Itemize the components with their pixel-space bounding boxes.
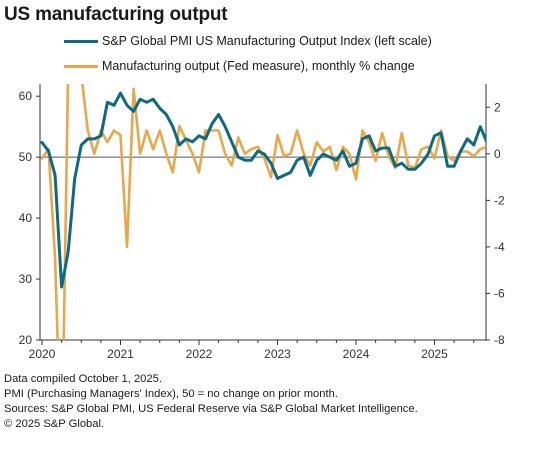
note-line: Sources: S&P Global PMI, US Federal Rese… <box>4 403 418 415</box>
left-tick-label: 30 <box>19 272 33 286</box>
note-line: PMI (Purchasing Managers' Index), 50 = n… <box>4 388 338 400</box>
x-tick-label: 2023 <box>264 347 291 361</box>
left-tick-label: 40 <box>19 211 33 225</box>
x-tick-label: 2024 <box>343 347 370 361</box>
legend-label-fed: Manufacturing output (Fed measure), mont… <box>102 59 415 73</box>
right-tick-label: 0 <box>494 147 501 161</box>
x-tick-label: 2021 <box>107 347 134 361</box>
right-tick-label: -8 <box>494 333 505 347</box>
x-tick-label: 2020 <box>29 347 56 361</box>
right-tick-label: -4 <box>494 240 505 254</box>
legend-item-fed: Manufacturing output (Fed measure), mont… <box>64 58 415 74</box>
series-line-pmi <box>40 91 486 289</box>
legend-swatch-pmi <box>64 40 98 44</box>
chart-title: US manufacturing output <box>4 4 228 25</box>
right-tick-label: -2 <box>494 193 505 207</box>
note-line: © 2025 S&P Global. <box>4 418 105 430</box>
x-tick-label: 2025 <box>421 347 448 361</box>
left-tick-label: 60 <box>19 89 33 103</box>
left-tick-label: 20 <box>19 333 33 347</box>
left-tick-label: 50 <box>19 150 33 164</box>
legend-label-pmi: S&P Global PMI US Manufacturing Output I… <box>102 34 432 48</box>
series-lines <box>40 84 486 340</box>
legend-item-pmi: S&P Global PMI US Manufacturing Output I… <box>64 33 432 49</box>
right-tick-label: 2 <box>494 100 501 114</box>
x-tick-label: 2022 <box>186 347 213 361</box>
series-line-fed <box>40 84 486 340</box>
legend-swatch-fed <box>64 65 98 69</box>
source-notes: Data compiled October 1, 2025. PMI (Purc… <box>4 372 418 432</box>
note-line: Data compiled October 1, 2025. <box>4 373 162 385</box>
right-tick-label: -6 <box>494 286 505 300</box>
